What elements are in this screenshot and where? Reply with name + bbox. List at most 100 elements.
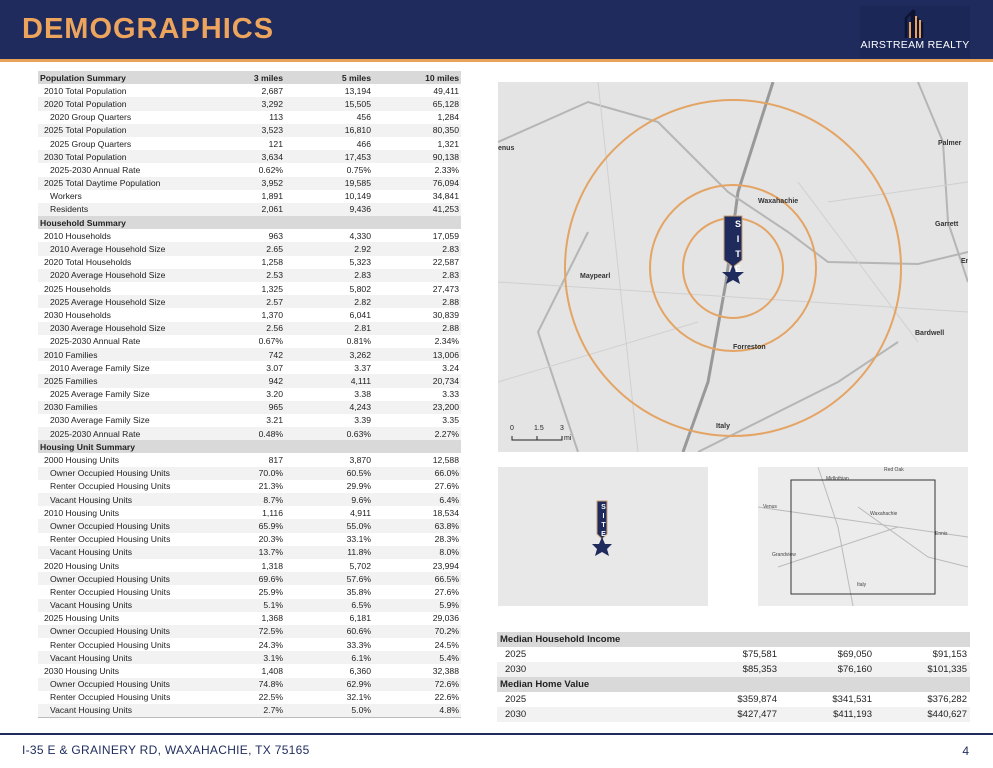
row-label: 2020 Average Household Size — [38, 268, 197, 282]
cell-value: 33.3% — [346, 639, 371, 650]
section-title: Housing Unit Summary — [38, 440, 461, 454]
cell-value: 3.07 — [266, 362, 283, 373]
table-row: 2025-2030 Annual Rate 0.62% 0.75% 2.33% — [38, 163, 461, 176]
cell-value: 69.6% — [197, 572, 285, 586]
cell-value: 70.2% — [373, 624, 461, 639]
row-label: 2025 Households — [44, 283, 111, 294]
table-row: 2020 Total Households 1,258 5,323 22,587 — [38, 256, 461, 269]
row-label: Vacant Housing Units — [38, 545, 197, 559]
cell-value: 3.38 — [354, 389, 371, 400]
place-label: En — [961, 258, 968, 265]
inset-place-label: Grandview — [772, 552, 796, 558]
row-label: Vacant Housing Units — [38, 651, 197, 665]
cell-value: 3.39 — [354, 415, 371, 426]
cell-value: 2.56 — [197, 321, 285, 335]
section-header-row: Household Summary — [38, 216, 461, 230]
cell-value: 17,453 — [285, 150, 373, 164]
cell-value: 60.6% — [285, 624, 373, 639]
table-row: 2030 Total Population 3,634 17,453 90,138 — [38, 150, 461, 164]
inset-place-label: Ennis — [935, 531, 948, 537]
cell-value: 2,061 — [197, 202, 285, 217]
cell-value: 1,891 — [261, 191, 283, 202]
inset-overview-map[interactable]: Red Oak Midlothian Waxahachie Ennis Venus Gra… — [758, 467, 968, 606]
cell-value: 22.6% — [434, 692, 459, 703]
row-label: 2010 Total Population — [44, 85, 127, 96]
row-label: Renter Occupied Housing Units — [50, 481, 171, 492]
row-label: 2030 Households — [44, 309, 111, 320]
scale-tick-label: 1.5 — [534, 425, 544, 432]
cell-value: 22,587 — [432, 257, 459, 268]
cell-value: 65,128 — [373, 97, 461, 111]
cell-value: 11.8% — [285, 545, 373, 559]
inset-place-label: Red Oak — [884, 467, 904, 473]
cell-value: 25.9% — [258, 586, 283, 597]
cell-value: 3.37 — [354, 362, 371, 373]
cell-value: 8.7% — [197, 493, 285, 507]
cell-value: 21.3% — [258, 481, 283, 492]
cell-value: 1,408 — [261, 666, 283, 677]
cell-value: 0.62% — [258, 164, 283, 175]
table-row: 2025 $75,581 $69,050 $91,153 — [497, 647, 970, 662]
cell-value: 965 — [197, 400, 285, 414]
table-row: 2025 Average Family Size 3.20 3.38 3.33 — [38, 388, 461, 401]
cell-value: 3,952 — [197, 176, 285, 190]
row-label: 2030 Total Population — [38, 150, 197, 164]
footer-address: I-35 E & GRAINERY RD, WAXAHACHIE, TX 751… — [22, 743, 310, 757]
section-header-row: Median Household Income — [497, 632, 970, 647]
row-label: 2010 Families — [38, 347, 197, 362]
radius-map-svg: Waxahachie Maypearl Forreston Italy Palmer Ga… — [498, 82, 968, 452]
star-icon — [592, 537, 612, 556]
table-row: 2025-2030 Annual Rate 0.48% 0.63% 2.27% — [38, 427, 461, 441]
radius-map[interactable]: Waxahachie Maypearl Forreston Italy Palmer Ga… — [498, 82, 968, 452]
cell-value: 2.33% — [434, 164, 459, 175]
cell-value: 55.0% — [285, 519, 373, 533]
cell-value: 90,138 — [373, 150, 461, 164]
cell-value: 6,181 — [349, 613, 371, 624]
cell-value: 65.9% — [197, 519, 285, 533]
section-title: Household Summary — [38, 216, 461, 230]
cell-value: $76,160 — [780, 662, 875, 677]
row-label: 2030 — [497, 662, 685, 677]
table-row: Vacant Housing Units 3.1% 6.1% 5.4% — [38, 651, 461, 665]
table-row: Renter Occupied Housing Units 21.3% 29.9% 2… — [38, 480, 461, 493]
cell-value: 817 — [268, 455, 283, 466]
place-label: Italy — [716, 423, 730, 430]
place-label: Garrett — [935, 221, 959, 228]
table-row: Owner Occupied Housing Units 70.0% 60.5% 66… — [38, 466, 461, 480]
cell-value: 24.5% — [434, 639, 459, 650]
row-label: 2025 Average Household Size — [38, 295, 197, 309]
table-row: 2020 Housing Units 1,318 5,702 23,994 — [38, 559, 461, 572]
cell-value: 74.8% — [197, 677, 285, 691]
row-label: Owner Occupied Housing Units — [38, 677, 197, 691]
cell-value: 2.57 — [197, 295, 285, 309]
cell-value: 10,149 — [344, 191, 371, 202]
cell-value: 66.0% — [373, 466, 461, 480]
cell-value: $341,531 — [832, 694, 872, 705]
cell-value: 6,360 — [349, 666, 371, 677]
row-label: Owner Occupied Housing Units — [38, 572, 197, 586]
row-label: Vacant Housing Units — [38, 704, 197, 718]
demographics-table: Population Summary 3 miles 5 miles 10 miles… — [38, 71, 461, 718]
cell-value: 742 — [197, 347, 285, 362]
place-label: Palmer — [938, 140, 962, 147]
site-marker[interactable] — [722, 215, 744, 284]
row-label: Owner Occupied Housing Units — [38, 624, 197, 639]
scale-tick-label: 0 — [510, 425, 514, 432]
cell-value: 27,473 — [432, 283, 459, 294]
building-logo-icon — [904, 8, 924, 38]
table-row: Residents 2,061 9,436 41,253 — [38, 202, 461, 217]
table-row: Renter Occupied Housing Units 25.9% 35.8% 2… — [38, 585, 461, 598]
page-number: 4 — [962, 744, 969, 758]
table-row: 2010 Total Population 2,687 13,194 49,411 — [38, 84, 461, 97]
cell-value: 1,368 — [261, 613, 283, 624]
cell-value: 2.27% — [373, 427, 461, 441]
site-locator-map[interactable]: SITE — [498, 467, 708, 606]
place-label: Maypearl — [580, 273, 610, 280]
inset-extent-box — [790, 479, 936, 595]
cell-value: 28.3% — [434, 534, 459, 545]
cell-value: $440,627 — [875, 707, 970, 722]
table-row: 2010 Families 742 3,262 13,006 — [38, 347, 461, 362]
table-row: 2025 $359,874 $341,531 $376,282 — [497, 692, 970, 707]
cell-value: 63.8% — [373, 519, 461, 533]
cell-value: 6.5% — [285, 598, 373, 612]
